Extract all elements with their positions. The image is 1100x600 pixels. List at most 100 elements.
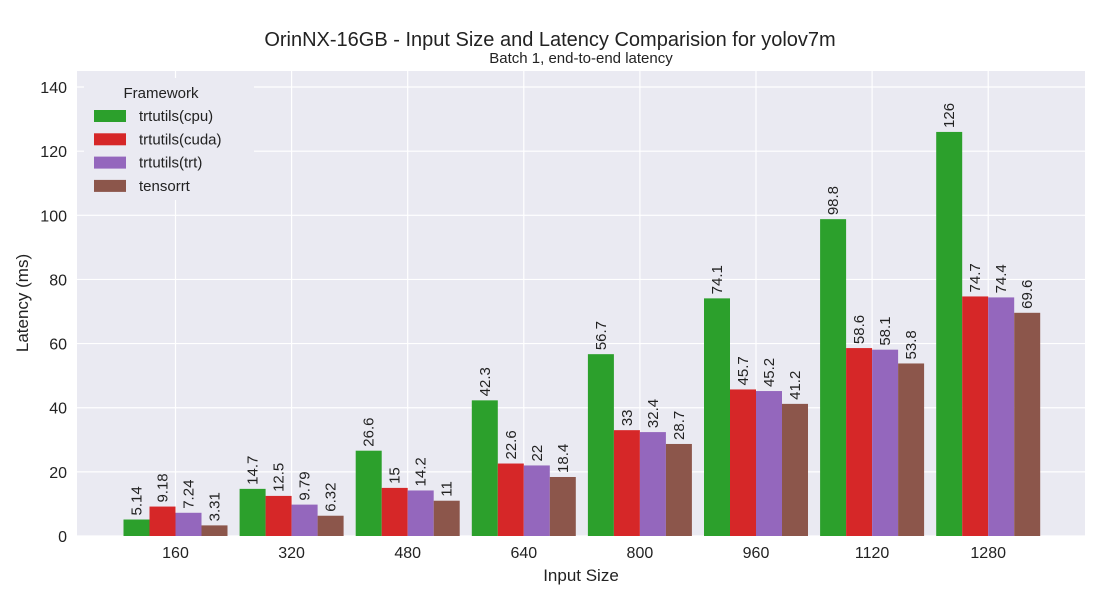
bar — [549, 476, 576, 536]
y-axis-label: Latency (ms) — [13, 254, 32, 352]
x-axis-label: Input Size — [543, 566, 619, 585]
legend-swatch — [94, 133, 126, 146]
bar — [317, 515, 344, 536]
legend-items: trtutils(cpu) trtutils(cuda) trtutils(trt)… — [94, 108, 222, 195]
bar — [962, 296, 989, 536]
bar — [175, 512, 202, 536]
y-tick-label: 40 — [49, 401, 67, 418]
data-label: 14.7 — [245, 456, 262, 485]
data-label: 26.6 — [361, 417, 378, 446]
legend-label: tensorrt — [139, 178, 191, 195]
bar — [523, 465, 550, 536]
data-label: 9.18 — [155, 473, 172, 502]
data-label: 126 — [941, 103, 958, 128]
y-tick-label: 80 — [49, 272, 67, 289]
data-label: 9.79 — [297, 471, 314, 500]
bar — [587, 354, 614, 536]
bar — [433, 500, 460, 536]
bar — [265, 495, 292, 536]
bars — [123, 131, 1041, 536]
bar — [988, 297, 1015, 536]
bar — [381, 487, 408, 536]
legend-swatch — [94, 110, 126, 122]
x-tick-label: 320 — [278, 545, 305, 562]
bar — [756, 391, 782, 536]
bar — [936, 131, 963, 536]
data-label: 41.2 — [787, 371, 804, 400]
legend-title: Framework — [123, 85, 199, 102]
y-tick-label: 60 — [49, 337, 67, 354]
bar — [239, 488, 266, 536]
bar — [872, 349, 899, 536]
bar — [1014, 312, 1041, 536]
x-tick-label: 960 — [743, 545, 770, 562]
bar — [730, 389, 756, 536]
data-label: 74.7 — [967, 263, 984, 292]
bar — [407, 490, 434, 536]
bar — [613, 430, 640, 536]
data-label: 22.6 — [503, 430, 520, 459]
bar — [846, 348, 873, 536]
bar — [149, 506, 176, 536]
bar — [820, 219, 847, 536]
bar — [497, 463, 524, 536]
bar — [291, 504, 318, 536]
y-tick-label: 100 — [40, 208, 67, 225]
data-label: 58.1 — [877, 316, 894, 345]
data-label: 74.4 — [993, 264, 1010, 293]
x-tick-label: 640 — [510, 545, 537, 562]
data-label: 98.8 — [825, 186, 842, 215]
bar — [704, 298, 730, 536]
legend-label: trtutils(trt) — [139, 155, 202, 172]
bar — [898, 363, 925, 536]
bar — [782, 403, 808, 536]
legend-label: trtutils(cuda) — [139, 131, 222, 148]
data-label: 58.6 — [851, 315, 868, 344]
legend: Framework trtutils(cpu)trtutils(cuda)trt… — [84, 78, 254, 200]
data-label: 42.3 — [477, 367, 494, 396]
data-label: 11 — [439, 481, 456, 497]
bar — [639, 432, 666, 536]
data-label: 45.7 — [735, 356, 752, 385]
legend-label: trtutils(cpu) — [139, 108, 213, 125]
bar — [201, 525, 228, 536]
data-label: 69.6 — [1019, 280, 1036, 309]
x-tick-label: 1120 — [855, 545, 890, 562]
y-tick-label: 20 — [49, 465, 67, 482]
data-label: 3.31 — [207, 492, 224, 521]
chart-title: OrinNX-16GB - Input Size and Latency Com… — [264, 29, 835, 51]
data-label: 28.7 — [671, 411, 688, 440]
chart-subtitle: Batch 1, end-to-end latency — [489, 50, 673, 67]
legend-box — [84, 78, 254, 200]
x-tick-labels: 160 320 480 640 800 960 1120 1280 — [162, 545, 1006, 562]
data-label: 14.2 — [413, 457, 430, 486]
data-label: 22 — [529, 445, 546, 462]
legend-swatch — [94, 156, 126, 169]
y-tick-labels: 0 20 40 60 80 100 120 140 — [40, 80, 67, 546]
data-label: 56.7 — [593, 321, 610, 350]
data-label: 45.2 — [761, 358, 778, 387]
y-tick-label: 120 — [40, 144, 67, 161]
data-label: 6.32 — [323, 483, 340, 512]
x-tick-label: 160 — [162, 545, 189, 562]
data-label: 12.5 — [271, 463, 288, 492]
y-tick-label: 140 — [40, 80, 67, 97]
data-label: 5.14 — [129, 486, 146, 515]
bar — [123, 519, 150, 536]
y-tick-label: 0 — [58, 529, 67, 546]
data-label: 53.8 — [903, 330, 920, 359]
legend-swatch — [94, 179, 126, 192]
data-label: 33 — [619, 409, 636, 426]
data-label: 32.4 — [645, 399, 662, 428]
data-label: 15 — [387, 467, 404, 484]
bar — [665, 443, 692, 536]
x-tick-label: 800 — [627, 545, 654, 562]
data-label: 7.24 — [181, 480, 198, 509]
bar — [471, 400, 498, 536]
x-tick-label: 480 — [394, 545, 421, 562]
data-labels: 5.14 14.7 26.6 42.3 56.7 74.1 98.8 126 9.18 12.5 1… — [129, 103, 1037, 521]
bar — [355, 450, 382, 536]
data-label: 74.1 — [709, 265, 726, 294]
data-label: 18.4 — [555, 444, 572, 473]
